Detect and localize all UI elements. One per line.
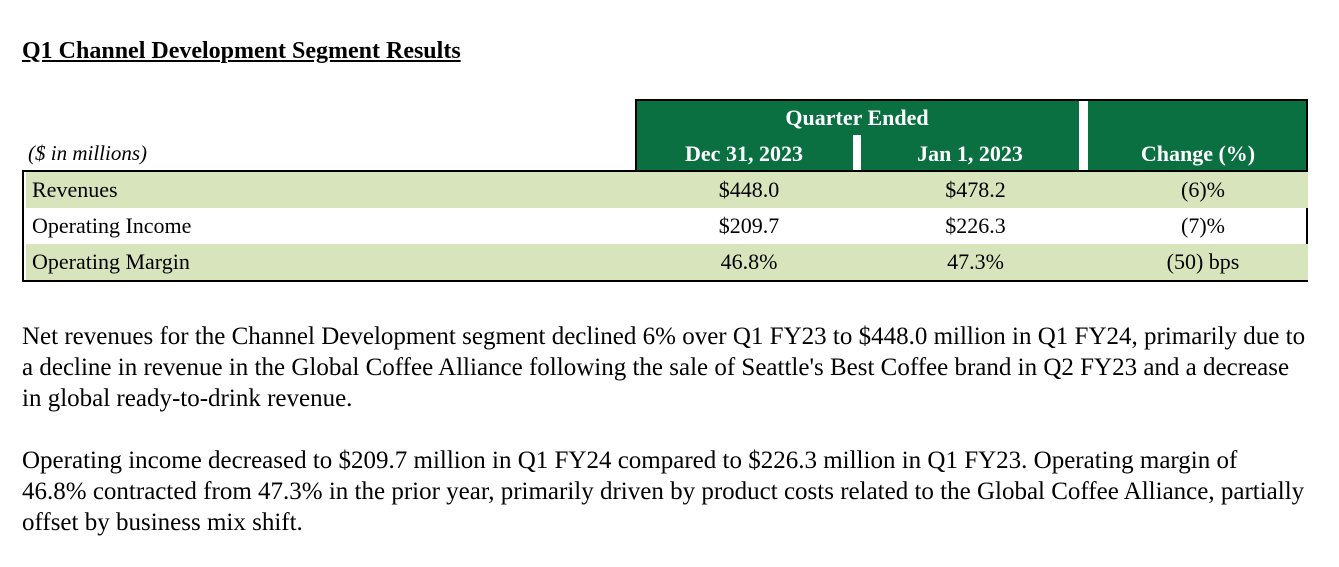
cell-value: 46.8% <box>720 249 778 274</box>
table-row: Revenues $448.0 $478.2 (6)% <box>26 172 1308 208</box>
row-label: Operating Income <box>32 213 192 238</box>
cell-value: $478.2 <box>945 177 1006 202</box>
cell-value: $448.0 <box>718 177 780 202</box>
cell-value: 47.3% <box>947 249 1004 274</box>
cell-value: $226.3 <box>945 213 1006 238</box>
cell-value: (7)% <box>1181 213 1225 238</box>
revenue-paragraph: Net revenues for the Channel Development… <box>22 323 1306 412</box>
table-row: Operating Income $209.7 $226.3 (7)% <box>26 208 1308 244</box>
row-label: Operating Margin <box>32 249 190 274</box>
header-col-change: Change (%) <box>1140 141 1256 166</box>
table-body: Revenues $448.0 $478.2 (6)% Operating In… <box>22 170 1308 282</box>
header-separator <box>853 135 861 170</box>
header-quarter-ended: Quarter Ended <box>785 105 929 130</box>
cell-value: (6)% <box>1181 177 1225 202</box>
section-title: Q1 Channel Development Segment Results <box>22 38 461 64</box>
cell-value: $209.7 <box>718 213 780 238</box>
header-col-dec-31-2023: Dec 31, 2023 <box>685 141 803 166</box>
cell-value: (50) bps <box>1166 249 1240 274</box>
operating-income-paragraph: Operating income decreased to $209.7 mil… <box>22 447 1305 536</box>
table-row: Operating Margin 46.8% 47.3% (50) bps <box>26 244 1308 280</box>
row-label: Revenues <box>32 177 118 202</box>
header-col-jan-1-2023: Jan 1, 2023 <box>917 141 1023 166</box>
header-separator <box>1079 101 1088 170</box>
results-table: Quarter Ended Dec 31, 2023 Jan 1, 2023 C… <box>22 99 1308 282</box>
table-header <box>635 99 1308 172</box>
units-label: ($ in millions) <box>28 141 147 165</box>
